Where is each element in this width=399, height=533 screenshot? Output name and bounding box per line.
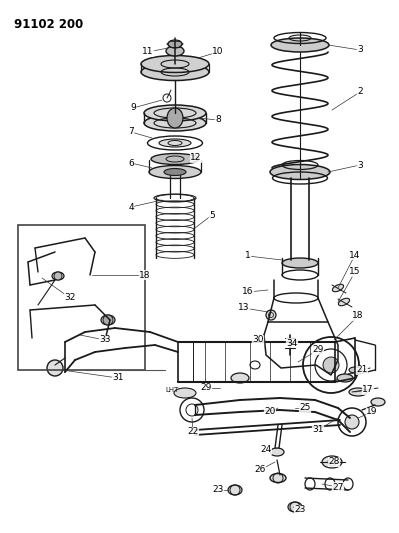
- Text: 22: 22: [188, 427, 199, 437]
- Text: 27: 27: [332, 482, 344, 491]
- Text: 26: 26: [254, 465, 266, 474]
- Ellipse shape: [166, 46, 184, 56]
- Ellipse shape: [228, 485, 242, 495]
- Text: 6: 6: [128, 158, 134, 167]
- Text: 34: 34: [286, 338, 298, 348]
- Ellipse shape: [332, 284, 344, 292]
- Text: 31: 31: [112, 374, 124, 383]
- Ellipse shape: [288, 502, 302, 512]
- Text: 33: 33: [99, 335, 111, 344]
- Text: 3: 3: [357, 160, 363, 169]
- Ellipse shape: [151, 154, 199, 165]
- Text: 5: 5: [209, 211, 215, 220]
- Text: 30: 30: [252, 335, 264, 344]
- Ellipse shape: [159, 139, 191, 147]
- Text: 25: 25: [299, 403, 311, 413]
- Ellipse shape: [101, 315, 115, 325]
- Text: 9: 9: [130, 103, 136, 112]
- Text: 4: 4: [128, 203, 134, 212]
- Text: 14: 14: [349, 251, 361, 260]
- Circle shape: [345, 415, 359, 429]
- Text: 31: 31: [312, 425, 324, 434]
- Ellipse shape: [231, 373, 249, 383]
- Ellipse shape: [164, 168, 186, 175]
- Ellipse shape: [271, 38, 329, 52]
- Text: 7: 7: [128, 127, 134, 136]
- Ellipse shape: [349, 367, 361, 373]
- Ellipse shape: [141, 63, 209, 80]
- Circle shape: [266, 310, 276, 320]
- Circle shape: [323, 357, 339, 373]
- Text: 29: 29: [312, 345, 324, 354]
- Text: 1: 1: [245, 252, 251, 261]
- Text: 32: 32: [64, 294, 76, 303]
- Text: 15: 15: [349, 268, 361, 277]
- Ellipse shape: [167, 108, 183, 128]
- Text: 10: 10: [212, 47, 224, 56]
- Text: 11: 11: [142, 47, 154, 56]
- Ellipse shape: [338, 298, 350, 306]
- Text: 16: 16: [242, 287, 254, 296]
- Text: 21: 21: [356, 366, 368, 375]
- Text: 29: 29: [200, 384, 212, 392]
- Text: 23: 23: [294, 505, 306, 514]
- Ellipse shape: [144, 115, 206, 131]
- Ellipse shape: [174, 388, 196, 398]
- Ellipse shape: [270, 473, 286, 482]
- Text: 17: 17: [362, 385, 374, 394]
- Text: 91102 200: 91102 200: [14, 18, 83, 31]
- Text: 19: 19: [366, 408, 378, 416]
- Ellipse shape: [168, 40, 182, 48]
- Text: 8: 8: [215, 116, 221, 125]
- Ellipse shape: [282, 258, 318, 268]
- Ellipse shape: [144, 105, 206, 121]
- Text: 12: 12: [190, 154, 201, 163]
- Ellipse shape: [149, 166, 201, 179]
- Ellipse shape: [322, 456, 342, 468]
- Circle shape: [47, 360, 63, 376]
- Ellipse shape: [337, 374, 353, 382]
- Ellipse shape: [52, 272, 64, 280]
- Text: 28: 28: [328, 457, 340, 466]
- Text: 23: 23: [212, 486, 224, 495]
- Text: 24: 24: [261, 446, 272, 455]
- Ellipse shape: [270, 165, 330, 180]
- Ellipse shape: [349, 388, 367, 396]
- Ellipse shape: [141, 55, 209, 72]
- Text: 3: 3: [357, 45, 363, 54]
- Text: 18: 18: [139, 271, 151, 279]
- Text: 2: 2: [357, 87, 363, 96]
- Circle shape: [103, 315, 113, 325]
- Text: 18: 18: [352, 311, 364, 320]
- Bar: [18, 225, 145, 370]
- Text: 13: 13: [238, 303, 250, 312]
- Ellipse shape: [270, 448, 284, 456]
- Text: LHT: LHT: [165, 387, 179, 393]
- Circle shape: [54, 272, 62, 280]
- Ellipse shape: [371, 398, 385, 406]
- Text: 20: 20: [264, 408, 276, 416]
